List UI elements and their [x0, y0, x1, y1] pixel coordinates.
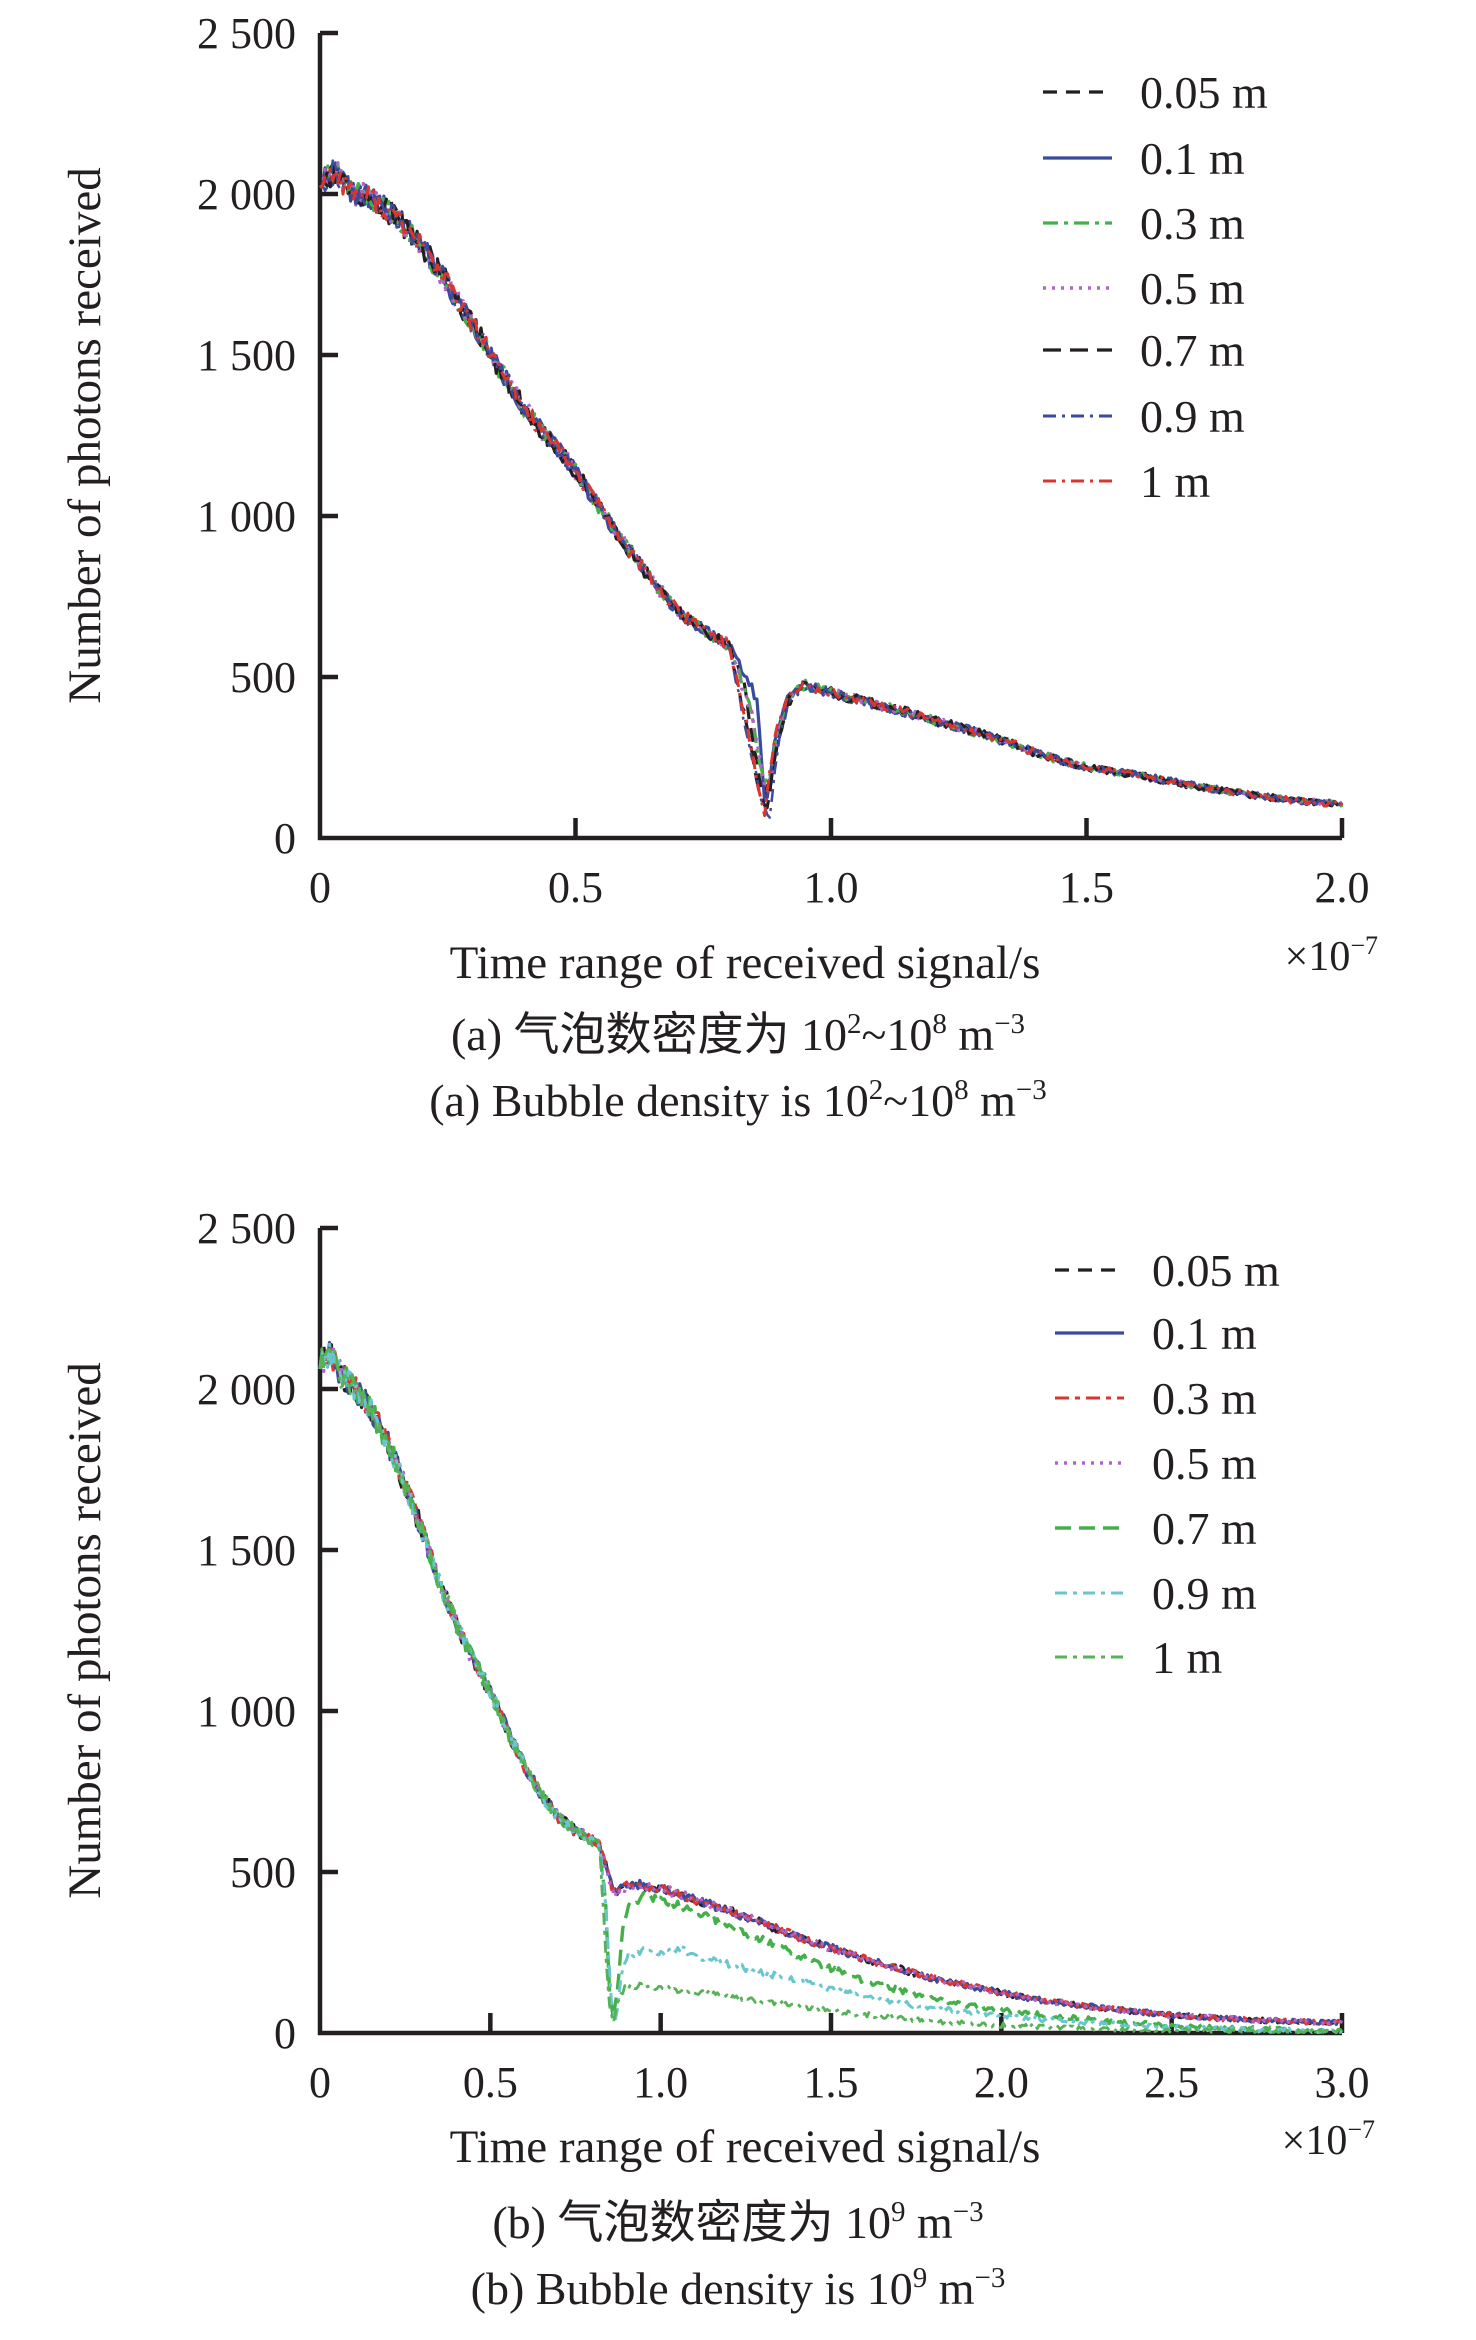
legend-item-0.9m: 0.9 m — [1043, 391, 1245, 442]
legend-label: 0.1 m — [1140, 133, 1245, 184]
legend-label: 1 m — [1140, 456, 1211, 507]
x-axis-multiplier: ×10−7 — [1285, 931, 1378, 980]
x-tick-label: 2.5 — [1144, 2058, 1199, 2107]
y-tick-label: 1 000 — [197, 1687, 296, 1736]
y-tick-label: 500 — [230, 1848, 296, 1897]
legend-label: 0.9 m — [1140, 391, 1245, 442]
series-line-0.7m — [318, 1348, 1344, 2035]
y-tick-label: 0 — [274, 814, 296, 863]
legend-item-1m: 1 m — [1055, 1632, 1223, 1683]
legend-label: 0.5 m — [1140, 263, 1245, 314]
x-tick-label: 1.0 — [804, 863, 859, 912]
y-axis-label: Number of photons received — [59, 1362, 111, 1898]
x-tick-label: 1.5 — [804, 2058, 859, 2107]
y-tick-label: 2 500 — [197, 1204, 296, 1253]
series-line-0.5m — [318, 161, 1344, 807]
legend-label: 0.3 m — [1140, 198, 1245, 249]
legend-label: 0.3 m — [1152, 1373, 1257, 1424]
y-tick-label: 2 000 — [197, 1365, 296, 1414]
legend-item-0.9m: 0.9 m — [1055, 1568, 1257, 1619]
x-tick-label: 1.5 — [1059, 863, 1114, 912]
x-tick-label: 0 — [309, 863, 331, 912]
x-tick-label: 0.5 — [548, 863, 603, 912]
x-tick-label: 0.5 — [463, 2058, 518, 2107]
y-tick-label: 0 — [274, 2009, 296, 2058]
x-tick-label: 1.0 — [633, 2058, 688, 2107]
legend-label: 0.1 m — [1152, 1308, 1257, 1359]
x-axis-label: Time range of received signal/s — [450, 2121, 1041, 2173]
legend-item-0.3m: 0.3 m — [1043, 198, 1245, 249]
legend-item-0.1m: 0.1 m — [1043, 133, 1245, 184]
x-tick-label: 0 — [309, 2058, 331, 2107]
legend-item-0.5m: 0.5 m — [1055, 1438, 1257, 1489]
series-line-1m — [319, 167, 1344, 818]
x-axis-label: Time range of received signal/s — [450, 937, 1041, 989]
legend-label: 0.5 m — [1152, 1438, 1257, 1489]
caption-zh: (a) 气泡数密度为 102~108 m−3 — [451, 1008, 1025, 1060]
legend-item-0.5m: 0.5 m — [1043, 263, 1245, 314]
legend-label: 0.7 m — [1152, 1503, 1257, 1554]
x-tick-label: 2.0 — [1315, 863, 1370, 912]
x-tick-label: 2.0 — [974, 2058, 1029, 2107]
legend-item-0.05m: 0.05 m — [1055, 1245, 1280, 1296]
legend-item-0.05m: 0.05 m — [1043, 67, 1268, 118]
y-tick-label: 1 000 — [197, 492, 296, 541]
legend-item-1m: 1 m — [1043, 456, 1211, 507]
legend-item-0.3m: 0.3 m — [1055, 1373, 1257, 1424]
legend-item-0.1m: 0.1 m — [1055, 1308, 1257, 1359]
y-tick-label: 2 500 — [197, 9, 296, 58]
legend-label: 1 m — [1152, 1632, 1223, 1683]
y-tick-label: 500 — [230, 653, 296, 702]
legend-label: 0.05 m — [1140, 67, 1268, 118]
y-tick-label: 1 500 — [197, 331, 296, 380]
caption-en: (a) Bubble density is 102~108 m−3 — [429, 1074, 1047, 1126]
panel-a: 0 500 1 000 1 500 2 000 2 500 0 0.5 1.0 1.5 2.0 Num… — [59, 9, 1378, 1126]
legend-item-0.7m: 0.7 m — [1043, 325, 1245, 376]
legend-label: 0.9 m — [1152, 1568, 1257, 1619]
caption-en: (b) Bubble density is 109 m−3 — [471, 2262, 1006, 2314]
series-line-0.9m — [318, 1341, 1343, 2034]
legend-label: 0.7 m — [1140, 325, 1245, 376]
axes — [317, 33, 1342, 841]
panel-b: 0 500 1 000 1 500 2 000 2 500 0 0.5 1.0 1.5 2.0 2.5… — [59, 1204, 1375, 2314]
x-tick-label: 3.0 — [1315, 2058, 1370, 2107]
y-tick-label: 2 000 — [197, 170, 296, 219]
legend-label: 0.05 m — [1152, 1245, 1280, 1296]
y-tick-label: 1 500 — [197, 1526, 296, 1575]
legend-item-0.7m: 0.7 m — [1055, 1503, 1257, 1554]
x-axis-multiplier: ×10−7 — [1282, 2115, 1375, 2164]
y-axis-label: Number of photons received — [59, 167, 111, 703]
caption-zh: (b) 气泡数密度为 109 m−3 — [492, 2196, 983, 2248]
